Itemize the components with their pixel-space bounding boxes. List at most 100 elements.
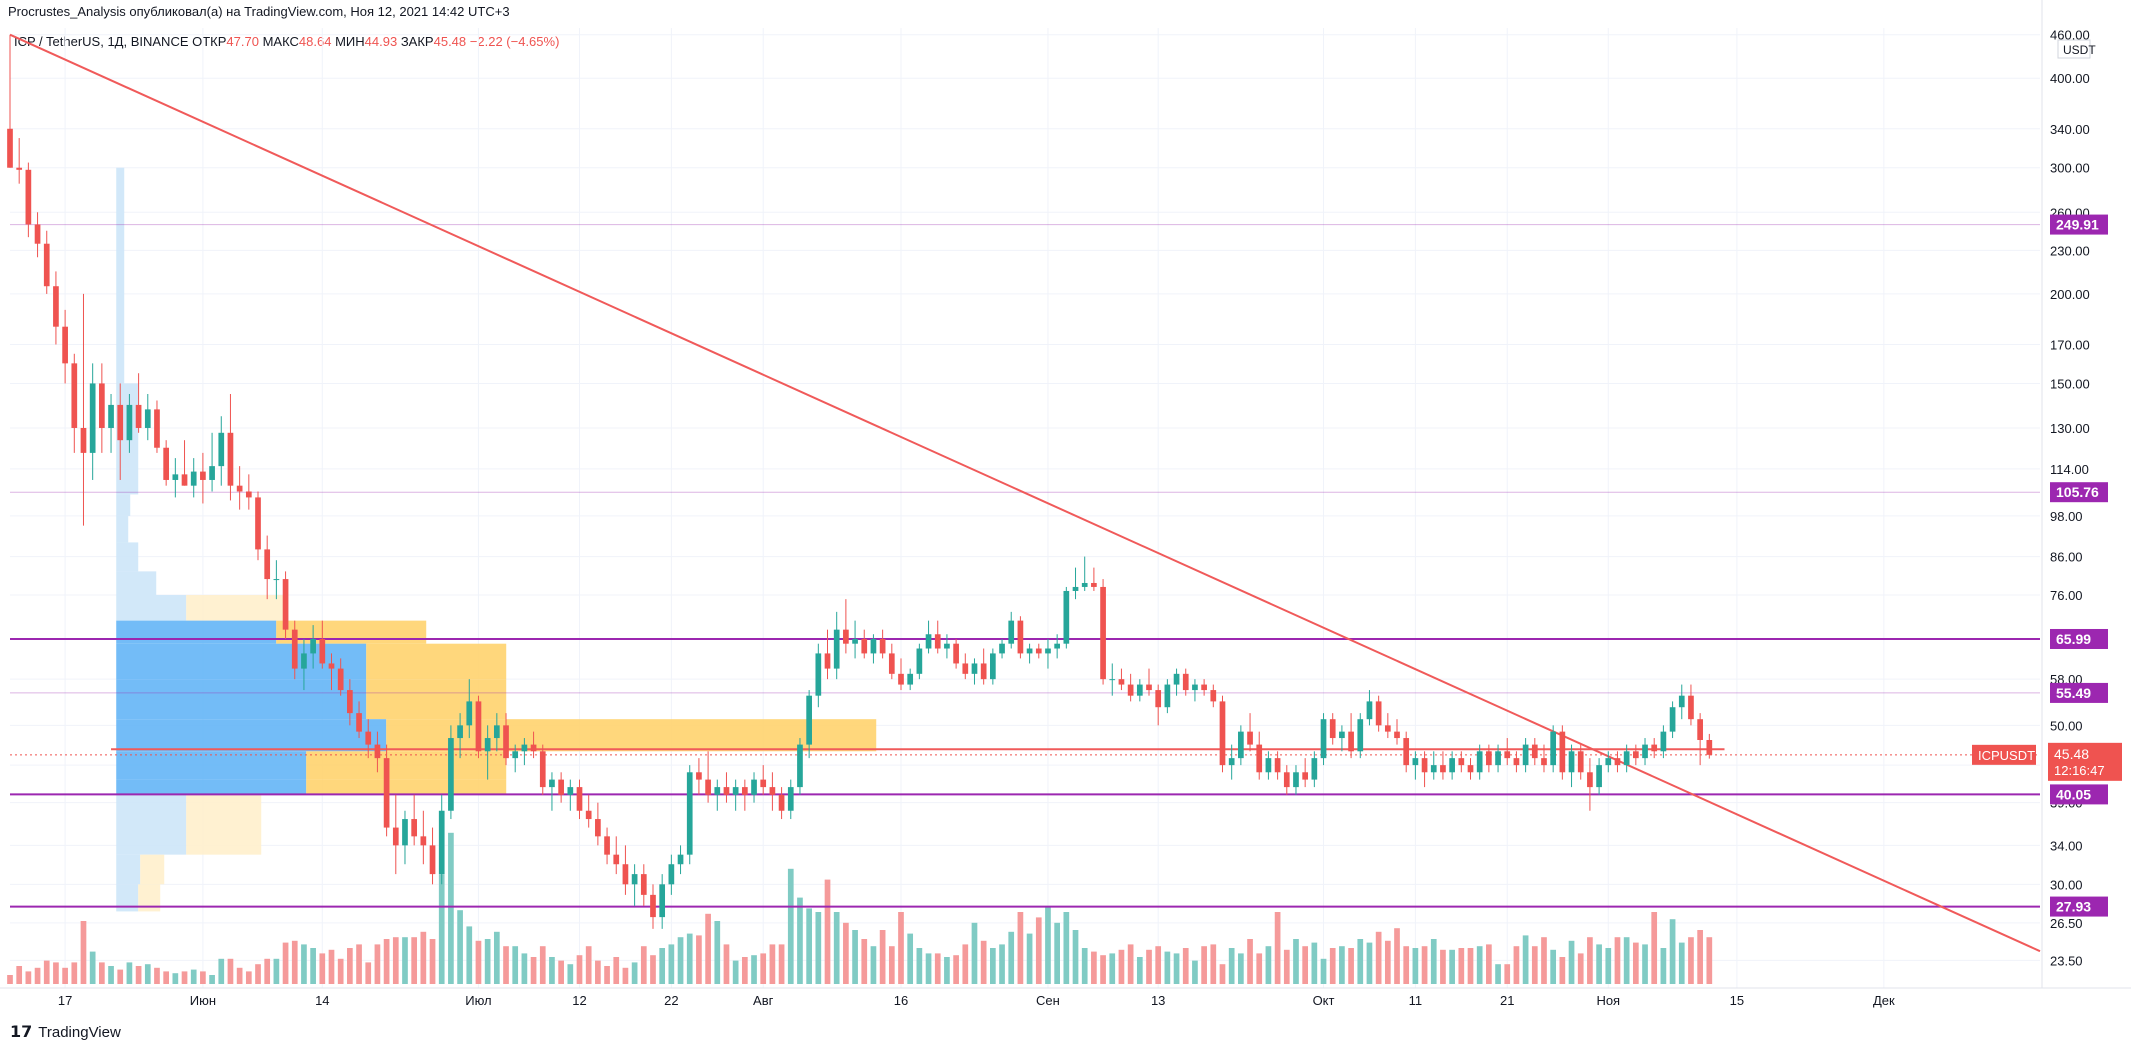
y-tick-label: 114.00: [2050, 462, 2089, 477]
candle-body: [1274, 758, 1281, 773]
low-label: МИН: [335, 34, 365, 49]
candle-body: [1219, 701, 1226, 766]
volume-bar: [1623, 937, 1630, 984]
candle-body: [264, 549, 271, 580]
volume-bar: [1063, 912, 1070, 984]
volume-bar: [1614, 937, 1621, 984]
candle-body: [1136, 684, 1143, 696]
volume-bar: [631, 962, 638, 984]
low-value: 44.93: [364, 34, 398, 49]
candle-body: [944, 643, 950, 649]
volume-profile-down: [186, 794, 262, 855]
volume-bar: [1412, 948, 1419, 984]
volume-bar: [16, 966, 23, 984]
candle-body: [1632, 751, 1639, 759]
volume-profile-down: [306, 751, 507, 780]
candle-body: [723, 787, 730, 795]
candle-body: [934, 634, 941, 649]
candle-body: [34, 224, 41, 244]
y-tick-label: 460.00: [2050, 28, 2090, 43]
volume-bar: [1568, 940, 1575, 984]
volume-bar: [356, 944, 362, 984]
volume-bar: [255, 964, 261, 984]
candle-body: [282, 579, 289, 630]
change-value: −2.22 (−4.65%): [469, 34, 560, 49]
volume-bar: [218, 958, 225, 984]
candle-body: [328, 663, 335, 669]
candle-body: [1311, 758, 1318, 780]
candle-body: [1182, 673, 1189, 691]
candle-body: [1394, 731, 1400, 739]
volume-bar: [1550, 949, 1557, 984]
candle-body: [190, 471, 197, 486]
candle-body: [732, 787, 739, 795]
candle-body: [402, 819, 408, 846]
candle-body: [668, 864, 675, 885]
candle-body: [1348, 731, 1354, 752]
volume-bar: [1651, 912, 1658, 984]
volume-bar: [861, 939, 868, 984]
volume-bar: [512, 946, 519, 984]
volume-bar: [1182, 948, 1189, 984]
volume-bar: [1008, 931, 1015, 984]
x-tick-label: 21: [1500, 993, 1514, 1008]
candle-body: [1357, 719, 1364, 752]
volume-bar: [245, 971, 252, 984]
volume-bar: [310, 948, 316, 984]
candle-body: [512, 751, 519, 759]
volume-bar: [585, 946, 592, 984]
volume-profile-up: [116, 494, 131, 516]
volume-bar: [1495, 964, 1501, 984]
volume-bar: [1660, 948, 1667, 984]
candle-body: [1072, 586, 1079, 591]
candle-body: [1375, 701, 1382, 726]
symbol-label[interactable]: ICP / TetherUS, 1Д, BINANCE: [14, 34, 189, 49]
volume-bar: [80, 921, 87, 984]
candle-body: [1440, 765, 1446, 773]
candle-body: [898, 673, 904, 685]
candle-body: [1329, 719, 1336, 739]
volume-bar: [1026, 933, 1033, 984]
x-tick-label: Авг: [753, 993, 774, 1008]
volume-bar: [53, 962, 59, 984]
published-header: Procrustes_Analysis опубликовал(а) на Tr…: [8, 4, 510, 19]
open-value: 47.70: [226, 34, 259, 49]
volume-bar: [126, 962, 133, 984]
volume-bar: [1329, 948, 1336, 984]
volume-bar: [374, 944, 381, 984]
volume-bar: [1155, 946, 1162, 984]
candle-body: [1265, 758, 1272, 773]
candle-body: [1623, 751, 1630, 766]
candle-body: [916, 648, 923, 674]
candle-body: [1522, 744, 1529, 766]
volume-bar: [163, 971, 170, 984]
volume-bar: [291, 940, 298, 984]
volume-profile-down: [140, 854, 165, 885]
volume-bar: [732, 960, 739, 984]
volume-bar: [25, 971, 32, 984]
volume-bar: [852, 930, 858, 984]
candle-body: [1412, 758, 1419, 766]
volume-bar: [696, 935, 702, 984]
volume-bar: [539, 946, 546, 984]
volume-bar: [604, 966, 610, 984]
candle-body: [604, 836, 610, 855]
volume-bar: [1302, 946, 1309, 984]
volume-bar: [1238, 953, 1244, 984]
volume-bar: [1678, 942, 1685, 984]
volume-bar: [392, 937, 399, 984]
volume-profile-up: [116, 643, 367, 680]
y-tick-label: 170.00: [2050, 337, 2090, 352]
candle-body: [1091, 582, 1097, 587]
volume-bar: [622, 967, 629, 984]
y-tick-label: 86.00: [2050, 550, 2083, 565]
volume-bar: [1348, 948, 1354, 984]
volume-profile-down: [276, 620, 427, 644]
volume-bar: [1375, 931, 1382, 984]
volume-bar: [1164, 951, 1171, 984]
candle-body: [245, 491, 252, 498]
candle-body: [99, 383, 105, 428]
volume-bar: [7, 975, 13, 984]
x-tick-label: Ноя: [1596, 993, 1620, 1008]
